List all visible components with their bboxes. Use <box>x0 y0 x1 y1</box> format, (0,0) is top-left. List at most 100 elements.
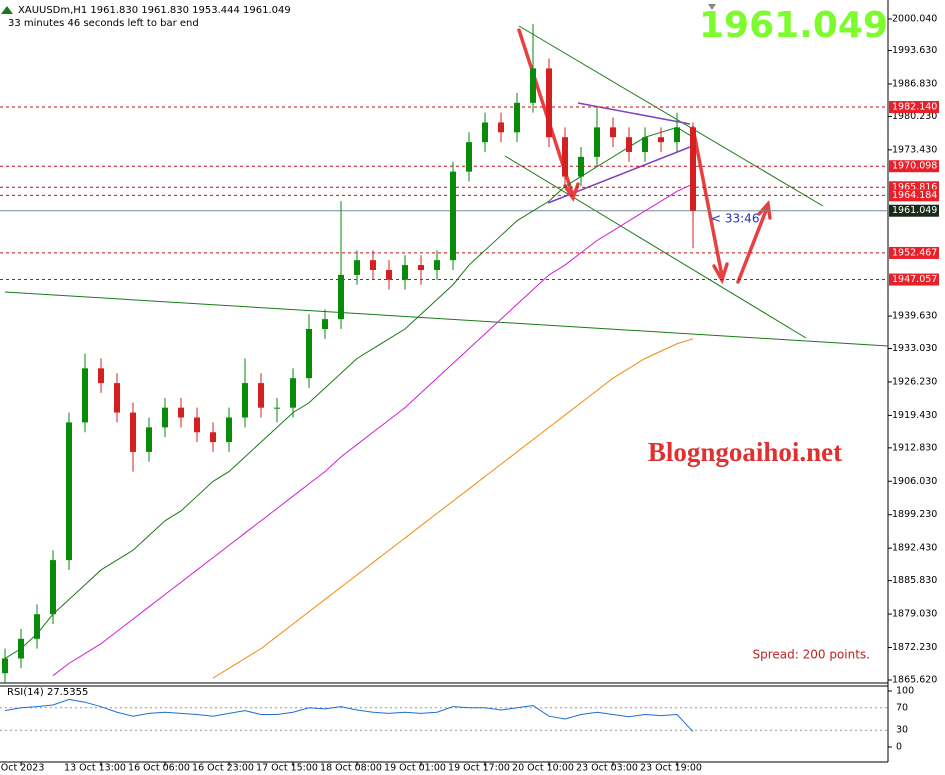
candle-body <box>66 422 72 561</box>
candle-body <box>34 614 40 639</box>
x-tick-label: 18 Oct 08:00 <box>320 763 382 774</box>
level-tag <box>889 273 939 286</box>
candle-body <box>210 432 216 443</box>
candle-body <box>130 412 136 452</box>
candle-body <box>514 102 520 133</box>
candle-body <box>2 658 8 674</box>
candle-body <box>258 383 264 408</box>
big-price: 1961.049 <box>699 5 888 46</box>
candle-body <box>114 383 120 413</box>
x-tick-label: 12 Oct 2023 <box>0 763 44 774</box>
level-label: 1952.467 <box>892 247 937 258</box>
candle-body <box>434 260 440 270</box>
y-tick-label: 2000.040 <box>892 14 937 25</box>
candle-body <box>18 638 24 659</box>
candle-body <box>466 142 472 172</box>
y-tick-label: 1872.230 <box>892 642 937 653</box>
candle-body <box>194 417 200 433</box>
y-tick-label: 1980.230 <box>892 111 937 122</box>
candle-body <box>402 265 408 280</box>
y-tick-label: 1885.830 <box>892 575 937 586</box>
level-label: 1965.816 <box>892 182 937 193</box>
x-tick-label: 16 Oct 23:00 <box>192 763 254 774</box>
y-tick-label: 1993.630 <box>892 45 937 56</box>
current-price-label: 1961.049 <box>892 205 937 216</box>
candle-body <box>482 122 488 143</box>
y-tick-label: 1892.430 <box>892 543 937 554</box>
candle-body <box>530 68 536 103</box>
rsi-tick-label: 100 <box>896 686 914 697</box>
candle-body <box>338 274 344 320</box>
y-tick-label: 1939.630 <box>892 311 937 322</box>
y-tick-label: 1919.430 <box>892 410 937 421</box>
level-label: 1970.098 <box>892 161 937 172</box>
y-tick-label: 1899.230 <box>892 509 937 520</box>
rsi-tick-label: 0 <box>896 742 902 753</box>
y-tick-label: 1879.030 <box>892 609 937 620</box>
candle-body <box>642 137 648 152</box>
candle-body <box>418 265 424 270</box>
candle-body <box>594 127 600 157</box>
x-tick-label: 17 Oct 15:00 <box>256 763 318 774</box>
expand-icon <box>708 4 716 10</box>
rsi-line <box>4 698 694 732</box>
rsi-label: RSI(14) 27.5355 <box>7 687 88 698</box>
candle-body <box>610 127 616 138</box>
candle-body <box>386 269 392 280</box>
candle-body <box>226 417 232 443</box>
trendline <box>4 291 889 347</box>
ma-line <box>212 338 694 679</box>
y-tick-label: 1865.620 <box>892 675 937 686</box>
ma-line <box>4 126 694 659</box>
current-price-tag <box>889 204 939 217</box>
level-label: 1982.140 <box>892 102 937 113</box>
candle-body <box>82 368 88 423</box>
candle-body <box>450 171 456 261</box>
countdown: < 33:46 <box>711 212 759 226</box>
x-tick-label: 13 Oct 13:00 <box>64 763 126 774</box>
candle-body <box>306 328 312 379</box>
candle-body <box>674 127 680 143</box>
candle-body <box>274 407 280 409</box>
candle-body <box>658 137 664 143</box>
y-tick-label: 1926.230 <box>892 376 937 387</box>
candle-body <box>370 260 376 270</box>
candle-body <box>626 137 632 152</box>
candle-body <box>498 122 504 133</box>
ma-line <box>52 183 694 677</box>
candle-body <box>146 427 152 452</box>
candle-body <box>178 407 184 418</box>
symbol-line: XAUUSDm,H1 1961.830 1961.830 1953.444 19… <box>18 5 291 16</box>
y-tick-label: 1933.030 <box>892 343 937 354</box>
candle-body <box>546 68 552 138</box>
x-tick-label: 23 Oct 03:00 <box>576 763 638 774</box>
candle-body <box>162 407 168 428</box>
level-tag <box>889 160 939 173</box>
level-label: 1964.184 <box>892 190 937 201</box>
candle-body <box>322 319 328 329</box>
candle-body <box>354 260 360 275</box>
level-tag <box>889 246 939 259</box>
spread: Spread: 200 points. <box>752 648 870 662</box>
x-tick-label: 23 Oct 19:00 <box>640 763 702 774</box>
candle-body <box>242 383 248 418</box>
watermark: Blogngoaihoi.net <box>648 437 842 467</box>
candle-body <box>578 156 584 177</box>
y-tick-label: 1986.830 <box>892 78 937 89</box>
y-tick-label: 1973.430 <box>892 144 937 155</box>
wedge-line <box>577 102 691 125</box>
y-tick-label: 1912.830 <box>892 442 937 453</box>
level-label: 1947.057 <box>892 274 937 285</box>
x-tick-label: 20 Oct 10:00 <box>512 763 574 774</box>
channel-line <box>504 155 807 339</box>
x-tick-label: 19 Oct 01:00 <box>384 763 446 774</box>
level-tag <box>889 189 939 202</box>
candle-body <box>98 368 104 384</box>
y-tick-label: 1906.030 <box>892 476 937 487</box>
symbol-icon <box>1 6 13 14</box>
candle-body <box>562 137 568 177</box>
candle-body <box>50 560 56 615</box>
x-tick-label: 16 Oct 06:00 <box>128 763 190 774</box>
